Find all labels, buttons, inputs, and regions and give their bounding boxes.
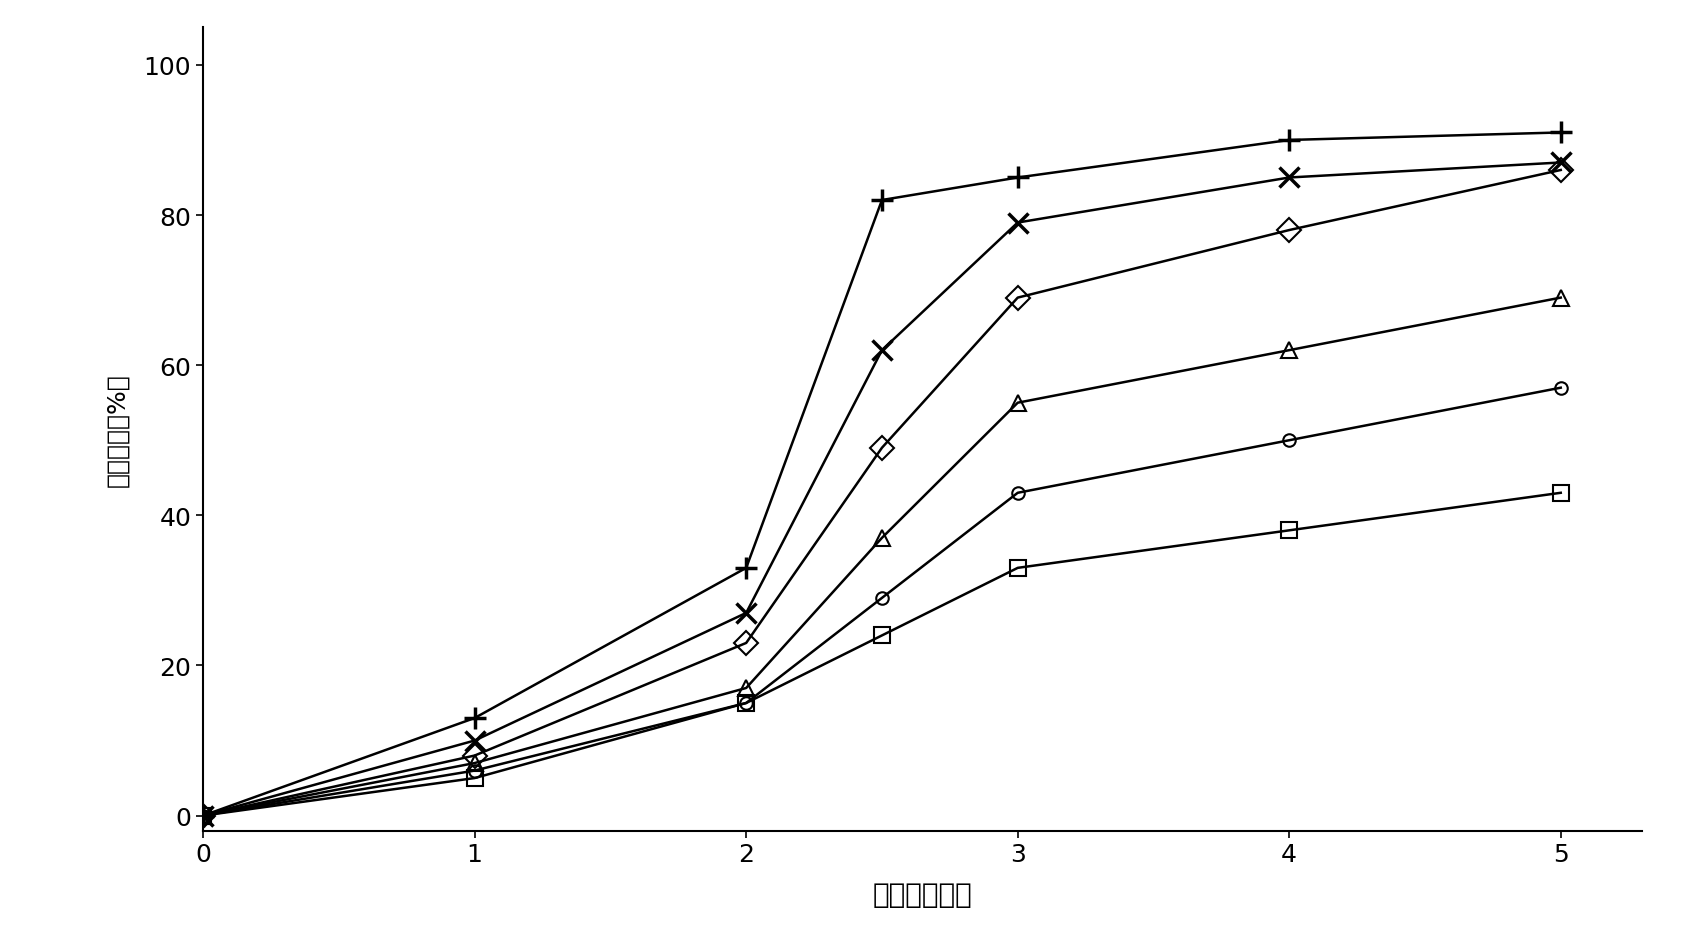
Y-axis label: 溶解速率（%）: 溶解速率（%） [107, 373, 130, 486]
X-axis label: 时间（小时）: 时间（小时） [874, 881, 972, 908]
